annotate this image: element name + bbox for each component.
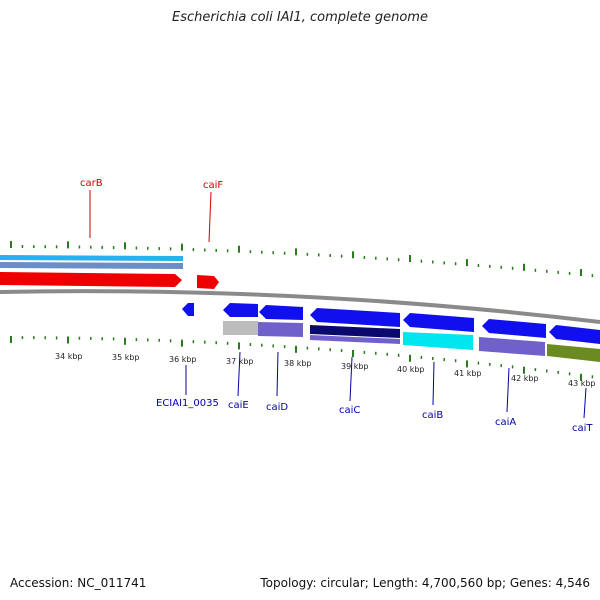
kbp-label: 43 kbp xyxy=(568,379,596,388)
caiF-leader xyxy=(208,191,212,243)
gene-caiB-arrow[interactable] xyxy=(403,313,474,332)
caiD-leader xyxy=(276,351,279,397)
gene-label-caiD[interactable]: caiD xyxy=(266,402,288,413)
caiB-segment[interactable] xyxy=(403,332,473,350)
caiE-segment[interactable] xyxy=(223,321,258,335)
kbp-label: 42 kbp xyxy=(511,374,539,383)
gene-caiE-arrow[interactable] xyxy=(223,303,258,317)
feature-track-steel-blue[interactable] xyxy=(0,262,183,269)
caiT-segment[interactable] xyxy=(547,344,600,362)
gene-caiT-arrow[interactable] xyxy=(549,325,600,344)
caiC-leader xyxy=(349,356,353,402)
gene-label-caiC[interactable]: caiC xyxy=(339,405,360,416)
caiD-segment[interactable] xyxy=(258,322,303,337)
caiA-segment[interactable] xyxy=(479,337,545,356)
map-title: Escherichia coli IAI1, complete genome xyxy=(172,10,428,25)
genome-summary-text: Topology: circular; Length: 4,700,560 bp… xyxy=(260,576,590,590)
gene-label-caiF[interactable]: caiF xyxy=(203,180,223,191)
top-tick-row xyxy=(10,241,594,278)
gene-caiA-arrow[interactable] xyxy=(482,319,546,338)
top-gene-callouts: carB caiF xyxy=(80,178,223,243)
caiC-segment-dark[interactable] xyxy=(310,325,400,338)
kbp-label: 35 kbp xyxy=(112,353,140,362)
bottom-tick-row xyxy=(10,336,594,381)
kbp-labels: 34 kbp 35 kbp 36 kbp 37 kbp 38 kbp 39 kb… xyxy=(55,352,596,388)
gene-label-carB[interactable]: carB xyxy=(80,178,103,189)
gene-caiC-arrow[interactable] xyxy=(310,308,400,327)
caiC-segment-light[interactable] xyxy=(310,335,400,344)
kbp-label: 41 kbp xyxy=(454,369,482,378)
kbp-label: 40 kbp xyxy=(397,365,425,374)
caiT-leader xyxy=(583,387,587,419)
accession-text: Accession: NC_011741 xyxy=(10,576,147,590)
gene-caiD-arrow[interactable] xyxy=(259,305,303,320)
gene-ECIAI1_0035-arrow[interactable] xyxy=(182,303,194,316)
gene-label-caiE[interactable]: caiE xyxy=(228,400,249,411)
caiE-leader xyxy=(237,351,241,397)
gene-carB-arrow[interactable] xyxy=(0,272,182,287)
gene-label-caiT[interactable]: caiT xyxy=(572,423,593,434)
kbp-label: 36 kbp xyxy=(169,355,197,364)
gene-label-caiB[interactable]: caiB xyxy=(422,410,443,421)
kbp-label: 38 kbp xyxy=(284,359,312,368)
gene-label-ECIAI1_0035[interactable]: ECIAI1_0035 xyxy=(156,398,219,409)
gene-label-caiA[interactable]: caiA xyxy=(495,417,516,428)
bottom-gene-callouts: ECIAI1_0035 caiE caiD caiC caiB caiA cai… xyxy=(156,351,593,434)
kbp-label: 34 kbp xyxy=(55,352,83,361)
feature-track-light-blue[interactable] xyxy=(0,255,183,261)
kbp-label: 39 kbp xyxy=(341,362,369,371)
caiB-leader xyxy=(432,361,435,406)
caiA-leader xyxy=(506,367,510,413)
gene-caiF-arrow[interactable] xyxy=(197,275,219,289)
genome-backbone xyxy=(0,289,600,324)
